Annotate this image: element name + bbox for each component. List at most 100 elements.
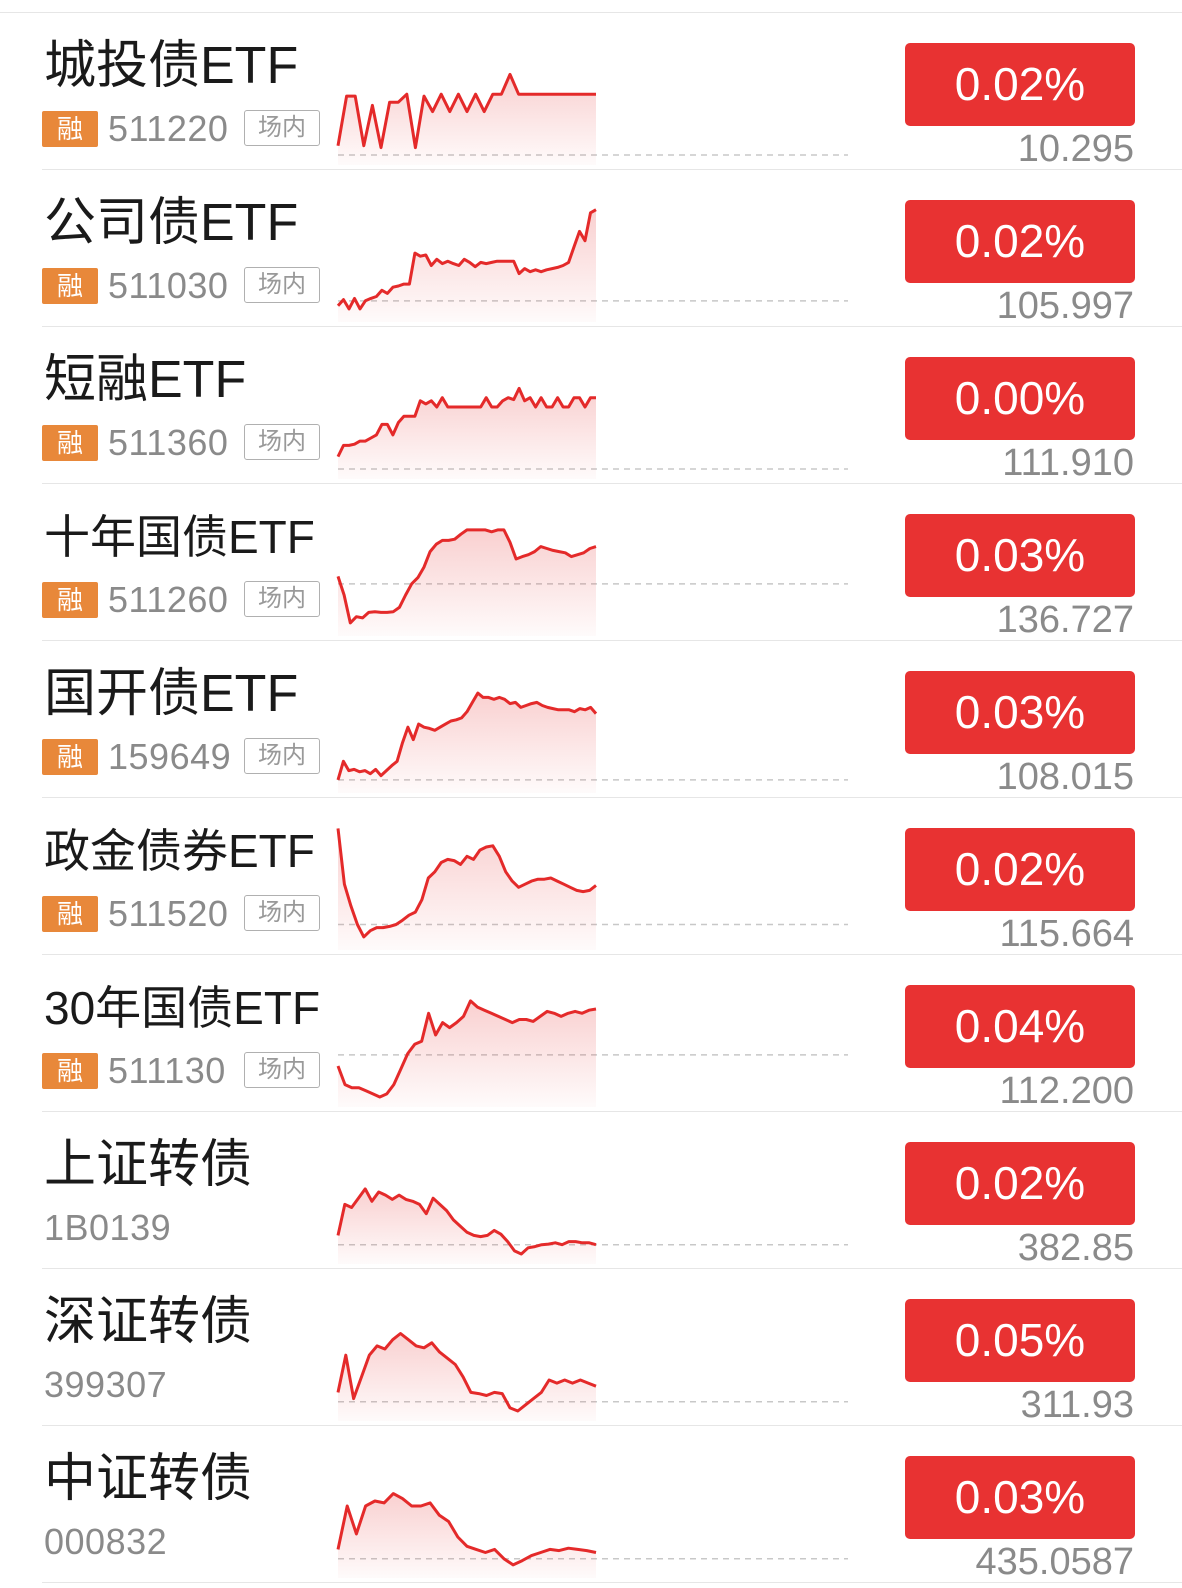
sparkline-line — [336, 691, 598, 781]
sparkline-line — [336, 208, 597, 311]
sparkline-line — [336, 1187, 597, 1256]
security-code: 399307 — [44, 1364, 168, 1405]
security-code: 511030 — [108, 265, 229, 306]
sparkline-area — [338, 388, 596, 479]
list-item[interactable]: 十年国债ETF 融 511260 场内 0.03% 136.727 — [0, 484, 1182, 641]
last-price: 136.727 — [996, 599, 1134, 641]
intraday-sparkline — [336, 386, 848, 479]
market-tag: 场内 — [244, 1052, 320, 1088]
change-percent-badge[interactable]: 0.03% — [905, 514, 1135, 597]
change-percent-badge[interactable]: 0.03% — [905, 1456, 1135, 1539]
list-item[interactable]: 深证转债 399307 0.05% 311.93 — [0, 1269, 1182, 1426]
sparkline-line — [336, 528, 597, 625]
sparkline-area — [338, 1000, 596, 1107]
row-divider — [42, 797, 1182, 798]
market-tag: 场内 — [244, 738, 320, 774]
intraday-sparkline — [336, 828, 848, 950]
change-percent-badge[interactable]: 0.02% — [905, 828, 1135, 911]
list-item[interactable]: 上证转债 1B0139 0.02% 382.85 — [0, 1112, 1182, 1269]
security-code: 511130 — [108, 1050, 226, 1091]
market-tag: 场内 — [244, 110, 320, 146]
sparkline-area — [338, 209, 596, 322]
row-divider — [42, 1111, 1182, 1112]
margin-badge: 融 — [42, 111, 98, 147]
list-item[interactable]: 中证转债 000832 0.03% 435.0587 — [0, 1426, 1182, 1583]
change-percent-badge[interactable]: 0.02% — [905, 200, 1135, 283]
last-price: 111.910 — [1002, 442, 1134, 484]
last-price: 108.015 — [996, 756, 1134, 798]
change-percent-badge[interactable]: 0.00% — [905, 357, 1135, 440]
row-divider — [42, 954, 1182, 955]
list-item[interactable]: 公司债ETF 融 511030 场内 0.02% 105.997 — [0, 170, 1182, 327]
row-divider — [42, 1268, 1182, 1269]
list-item[interactable]: 短融ETF 融 511360 场内 0.00% 111.910 — [0, 327, 1182, 484]
change-percent-badge[interactable]: 0.02% — [905, 1142, 1135, 1225]
security-code: 511520 — [108, 893, 229, 934]
row-divider — [42, 483, 1182, 484]
margin-badge: 融 — [42, 1053, 98, 1089]
last-price: 112.200 — [999, 1070, 1134, 1112]
security-code: 511360 — [108, 422, 229, 463]
security-name: 上证转债 — [44, 1136, 253, 1194]
sparkline-area — [338, 1333, 596, 1421]
security-code: 000832 — [44, 1521, 168, 1562]
security-code: 1B0139 — [44, 1207, 172, 1248]
margin-badge: 融 — [42, 739, 98, 775]
security-name: 30年国债ETF — [44, 982, 321, 1034]
row-divider — [42, 169, 1182, 170]
list-item[interactable]: 城投债ETF 融 511220 场内 0.02% 10.295 — [0, 13, 1182, 170]
intraday-sparkline — [336, 1492, 848, 1578]
market-tag: 场内 — [244, 424, 320, 460]
intraday-sparkline — [336, 1332, 848, 1421]
market-tag: 场内 — [244, 895, 320, 931]
change-percent-badge[interactable]: 0.05% — [905, 1299, 1135, 1382]
margin-badge: 融 — [42, 425, 98, 461]
list-item[interactable]: 政金债券ETF 融 511520 场内 0.02% 115.664 — [0, 798, 1182, 955]
security-code: 511220 — [108, 108, 229, 149]
security-name: 十年国债ETF — [44, 511, 315, 563]
sparkline-line — [336, 1332, 597, 1413]
sparkline-area — [338, 693, 596, 793]
sparkline-area — [338, 1493, 596, 1578]
intraday-sparkline — [336, 72, 848, 165]
intraday-sparkline — [336, 1187, 848, 1264]
row-divider — [42, 640, 1182, 641]
security-name: 中证转债 — [44, 1450, 253, 1508]
list-item[interactable]: 30年国债ETF 融 511130 场内 0.04% 112.200 — [0, 955, 1182, 1112]
last-price: 311.93 — [1020, 1384, 1134, 1426]
sparkline-line — [336, 386, 596, 458]
row-divider — [42, 326, 1182, 327]
sparkline-line — [336, 999, 597, 1099]
row-divider — [42, 1582, 1182, 1583]
margin-badge: 融 — [42, 268, 98, 304]
security-code: 159649 — [108, 736, 232, 777]
market-tag: 场内 — [244, 267, 320, 303]
intraday-sparkline — [336, 691, 848, 793]
sparkline-area — [338, 1188, 596, 1264]
security-name: 国开债ETF — [44, 665, 299, 723]
margin-badge: 融 — [42, 896, 98, 932]
last-price: 115.664 — [999, 913, 1134, 955]
intraday-sparkline — [336, 208, 848, 322]
market-tag: 场内 — [244, 581, 320, 617]
change-percent-badge[interactable]: 0.03% — [905, 671, 1135, 754]
sparkline-line — [336, 1492, 597, 1567]
last-price: 435.0587 — [975, 1541, 1135, 1583]
change-percent-badge[interactable]: 0.04% — [905, 985, 1135, 1068]
row-divider — [42, 1425, 1182, 1426]
security-name: 公司债ETF — [44, 194, 299, 252]
sparkline-line — [336, 828, 597, 939]
security-code: 511260 — [108, 579, 229, 620]
change-percent-badge[interactable]: 0.02% — [905, 43, 1135, 126]
intraday-sparkline — [336, 999, 848, 1107]
sparkline-area — [338, 828, 596, 950]
security-name: 城投债ETF — [44, 37, 299, 95]
sparkline-area — [338, 74, 596, 165]
security-name: 政金债券ETF — [44, 825, 315, 877]
list-item[interactable]: 国开债ETF 融 159649 场内 0.03% 108.015 — [0, 641, 1182, 798]
last-price: 382.85 — [1017, 1227, 1134, 1269]
security-name: 短融ETF — [44, 351, 247, 409]
sparkline-line — [336, 72, 596, 150]
last-price: 10.295 — [1017, 128, 1134, 170]
